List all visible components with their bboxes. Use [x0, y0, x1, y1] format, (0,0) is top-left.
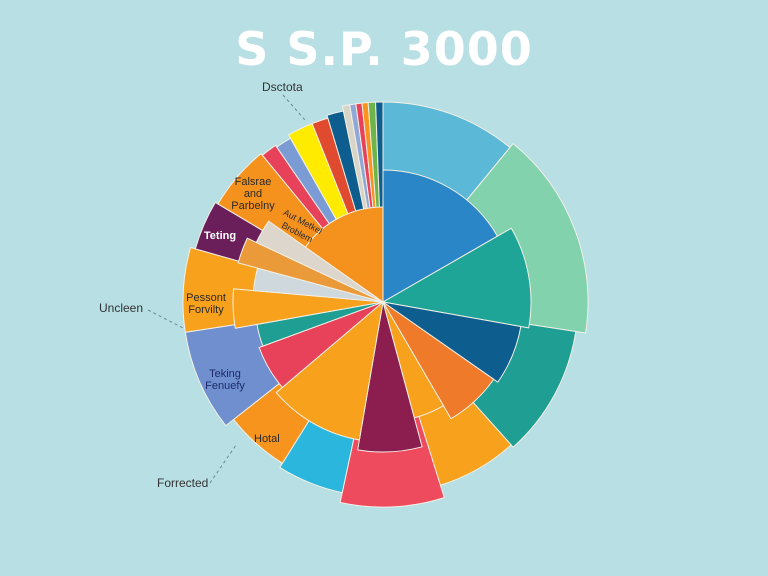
inner-slice-1 — [382, 169, 499, 303]
inner-ring — [232, 169, 532, 453]
inner-slice-4 — [382, 301, 495, 420]
inner-slice-12 — [237, 237, 384, 303]
label-forrected: Forrected — [157, 476, 209, 490]
inner-slice-2 — [381, 227, 532, 329]
label-hotal: Hotal — [254, 433, 280, 445]
inner-slice-3 — [382, 301, 522, 383]
inner-slice-14 — [304, 206, 384, 303]
inner-slice-6 — [357, 301, 423, 453]
label-uncleen: Uncleen — [99, 301, 144, 315]
label-pessont: Pessont Forvilty — [186, 292, 226, 316]
inner-slice-10 — [232, 288, 384, 329]
label-dsctota: Dsctota — [262, 80, 303, 94]
label-teking: Teking Fenuefy — [205, 368, 245, 392]
leader-line-dsctota — [282, 94, 306, 121]
inner-slice-13 — [255, 220, 384, 303]
inner-slice-7 — [275, 300, 384, 441]
label-falsrae: Falsrae and Parbelny — [231, 176, 275, 212]
chart-title: S S.P. 3000 — [235, 22, 533, 76]
label-teting: Teting — [203, 230, 237, 242]
leader-lines — [147, 94, 306, 484]
leader-line-forrected — [209, 444, 237, 484]
leader-line-uncleen — [147, 309, 184, 329]
inner-slice-8 — [258, 301, 384, 389]
